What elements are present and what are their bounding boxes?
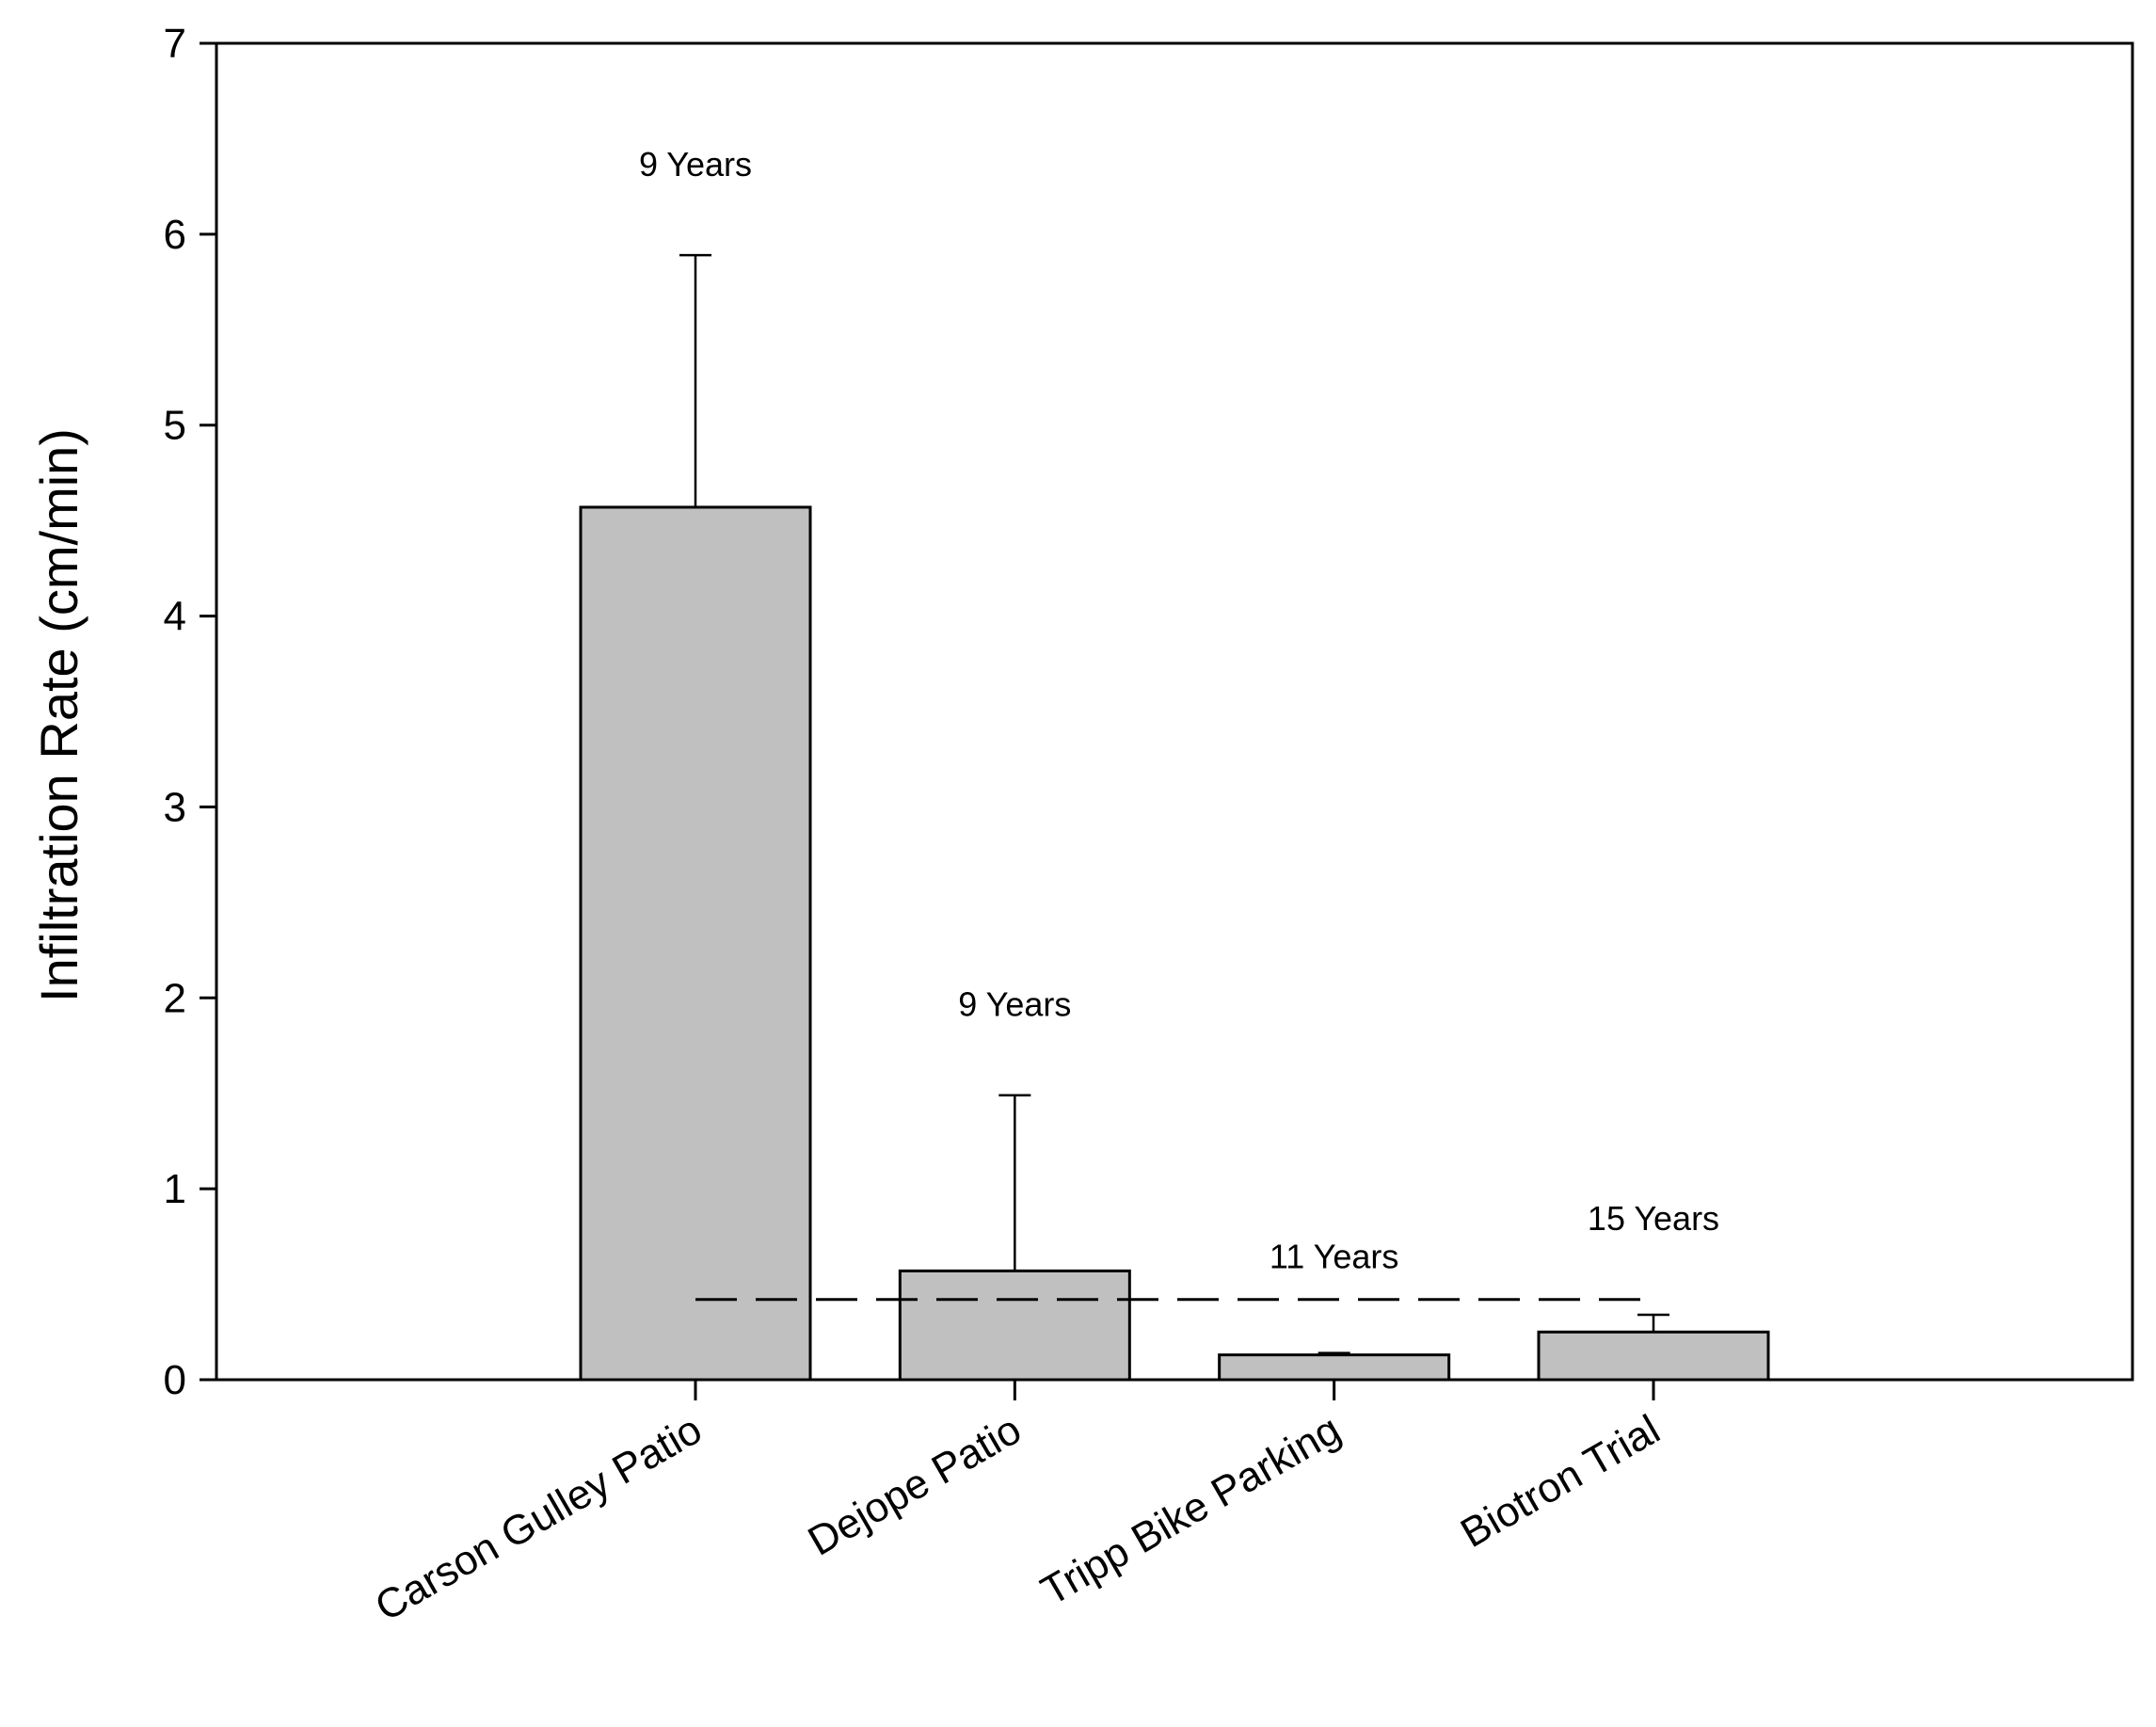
bar [1537, 1330, 1770, 1382]
y-tick-label: 6 [164, 212, 186, 258]
y-tick-label: 4 [164, 594, 186, 640]
y-tick-label: 7 [164, 21, 186, 67]
y-tick-label: 3 [164, 784, 186, 830]
bar [1218, 1353, 1451, 1382]
bar [898, 1269, 1131, 1382]
y-axis-label: Infiltration Rate (cm/min) [29, 428, 88, 1002]
bar-annotation: 15 Years [1588, 1199, 1719, 1238]
bar-annotation: 11 Years [1270, 1238, 1398, 1276]
plot-frame [215, 41, 2134, 1382]
x-tick-label: Carson Gulley Patio [368, 1406, 710, 1630]
y-tick-label: 2 [164, 975, 186, 1021]
bar-annotation: 9 Years [639, 145, 752, 184]
y-tick-label: 1 [164, 1166, 186, 1212]
plot-area: 9 Years 9 Years 11 Years 15 Years 0 1 2 3 4 5 6 7 Ca… [164, 21, 2134, 1630]
y-tick-label: 5 [164, 403, 186, 449]
x-tick-label: Dejope Patio [801, 1406, 1030, 1564]
x-tick-label: Biotron Trial [1453, 1406, 1668, 1557]
x-tick-label: Tripp Bike Parking [1033, 1406, 1348, 1614]
bar-annotation: 9 Years [958, 985, 1071, 1024]
y-tick-label: 0 [164, 1357, 186, 1403]
bar [579, 505, 812, 1382]
